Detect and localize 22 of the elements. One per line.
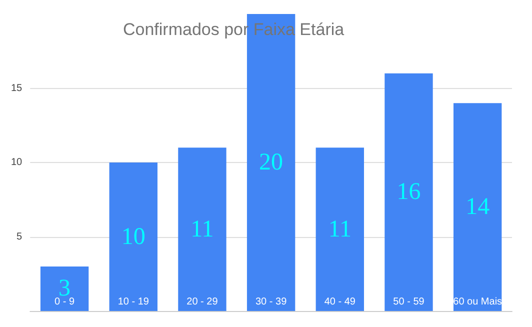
bar (316, 148, 364, 311)
x-tick-label: 20 - 29 (186, 296, 218, 308)
bar (246, 14, 296, 311)
data-label: 11 (190, 216, 214, 242)
x-tick-label: 50 - 59 (393, 296, 425, 308)
x-tick-label: 10 - 19 (118, 296, 150, 308)
data-label: 10 (121, 224, 146, 250)
bar (178, 148, 226, 311)
y-tick-label: 5 (16, 231, 23, 242)
x-tick-label: 30 - 39 (255, 296, 288, 308)
y-tick-label: 10 (11, 157, 23, 168)
bar (40, 266, 89, 311)
y-tick-label: 15 (11, 82, 23, 94)
data-label: 11 (328, 216, 352, 242)
data-label: 16 (396, 179, 421, 206)
x-tick-label: 0 - 9 (54, 296, 75, 308)
x-tick-label: 40 - 49 (324, 296, 356, 308)
data-label: 14 (466, 194, 490, 220)
bar (109, 162, 158, 311)
bar (384, 73, 433, 311)
data-label: 20 (259, 150, 284, 176)
bar (453, 103, 502, 311)
